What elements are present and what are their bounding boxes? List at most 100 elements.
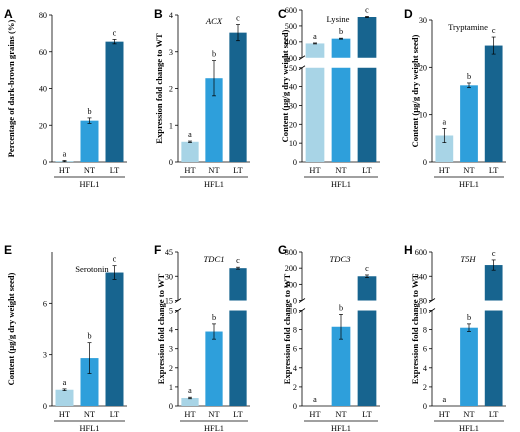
panel-g: G Expression fold change to WT TDC3 0 2 4 6 8 10… (278, 243, 380, 432)
x-tick-label: LT (362, 166, 371, 175)
y-tick-label: 2 (423, 383, 427, 392)
y-axis-label: Expression fold change to WT (156, 274, 166, 385)
significance-letter: b (339, 303, 343, 312)
x-tick-label: NT (208, 166, 219, 175)
bar-nt (331, 38, 351, 58)
y-tick-label: 40 (39, 85, 47, 94)
y-tick-label: 30 (165, 272, 173, 281)
panel-letter: H (404, 243, 413, 257)
significance-letter: a (313, 32, 317, 41)
y-tick-label: 100 (285, 280, 297, 289)
bar-lt (484, 265, 503, 301)
bar-ht (55, 389, 74, 406)
x-tick-label: LT (233, 410, 242, 419)
bar-lt (357, 17, 377, 58)
y-tick-label: 2 (169, 364, 173, 373)
y-tick-label: 3 (169, 345, 173, 354)
y-tick-label: 20 (39, 121, 47, 130)
bar-nt-lower (331, 67, 351, 162)
panel-letter: B (154, 7, 163, 21)
significance-letter: a (63, 150, 67, 159)
y-tick-label: 3 (169, 48, 173, 57)
x-tick-label: HT (59, 166, 70, 175)
x-tick-label: LT (110, 166, 119, 175)
x-tick-label: HT (309, 166, 320, 175)
significance-letter: c (492, 26, 496, 35)
significance-letter: a (63, 378, 67, 387)
bar-lt (357, 276, 377, 301)
bar-nt (80, 120, 99, 162)
y-tick-label: 0 (169, 158, 173, 167)
significance-letter: b (212, 50, 216, 59)
y-tick-label: 20 (289, 120, 297, 129)
y-tick-label: 40 (289, 83, 297, 92)
panel-letter: G (278, 243, 287, 257)
x-tick-label: NT (208, 410, 219, 419)
y-tick-label: 30 (419, 16, 427, 25)
significance-letter: a (188, 386, 192, 395)
bar-ht (305, 43, 325, 58)
significance-letter: b (212, 313, 216, 322)
panel-h: H Expression fold change to WT T5H 0 2 4 6 8 108… (404, 243, 506, 432)
significance-letter: c (365, 5, 369, 14)
significance-letter: b (87, 332, 91, 341)
bar-nt (80, 358, 99, 406)
y-tick-label: 3 (43, 351, 47, 360)
y-tick-label: 340 (415, 272, 427, 281)
y-tick-label: 0 (293, 297, 297, 306)
bar-nt (460, 327, 478, 406)
bar-ht (435, 135, 454, 162)
y-tick-label: 2 (293, 383, 297, 392)
y-tick-label: 0 (43, 402, 47, 411)
x-tick-label: HT (439, 410, 450, 419)
panel-title: TDC3 (329, 254, 350, 264)
y-tick-label: 5 (169, 307, 173, 316)
x-axis-label: HFL1 (204, 424, 224, 432)
y-tick-label: 0 (423, 158, 427, 167)
y-axis-label: Expression fold change to WT (282, 274, 292, 385)
significance-letter: b (87, 107, 91, 116)
significance-letter: a (443, 117, 447, 126)
y-axis-label: Percentage of dark-brown grains (%) (6, 20, 16, 158)
panel-title: Serotonin (75, 264, 109, 274)
significance-letter: b (467, 72, 471, 81)
significance-letter: c (492, 249, 496, 258)
y-axis-label: Expression fold change to WT (154, 33, 164, 144)
bar-lt (105, 272, 124, 406)
significance-letter: c (365, 264, 369, 273)
panel-c: C Content (µg/g dry weight seed) Lysine 0 10… (278, 5, 380, 189)
significance-letter: c (113, 255, 117, 264)
x-tick-label: NT (84, 166, 95, 175)
y-tick-label: 8 (293, 326, 297, 335)
y-tick-label: 80 (39, 11, 47, 20)
x-tick-label: LT (110, 410, 119, 419)
y-tick-label: 0 (293, 158, 297, 167)
significance-letter: c (113, 28, 117, 37)
panel-letter: E (4, 243, 12, 257)
y-tick-label: 0 (423, 402, 427, 411)
panel-title: TDC1 (203, 254, 224, 264)
bar-lt (484, 45, 503, 163)
x-tick-label: HT (439, 166, 450, 175)
y-tick-label: 600 (415, 248, 427, 257)
y-tick-label: 45 (165, 248, 173, 257)
panel-title: ACX (205, 16, 223, 26)
x-tick-label: NT (335, 166, 346, 175)
bar-nt (331, 326, 351, 406)
panel-letter: A (4, 7, 13, 21)
bar-lt-lower (357, 67, 377, 162)
panel-letter: F (154, 243, 161, 257)
y-tick-label: 10 (419, 307, 427, 316)
significance-letter: a (313, 395, 317, 404)
significance-letter: a (188, 130, 192, 139)
y-axis-label: Content (µg/g dry weight seed) (410, 34, 420, 147)
significance-letter: c (236, 256, 240, 265)
y-tick-label: 1 (169, 121, 173, 130)
y-tick-label: 300 (285, 54, 297, 63)
y-axis-label: Expression fold change to WT (410, 274, 420, 385)
x-axis-label: HFL1 (331, 424, 351, 432)
y-tick-label: 400 (285, 38, 297, 47)
y-tick-label: 6 (43, 299, 47, 308)
